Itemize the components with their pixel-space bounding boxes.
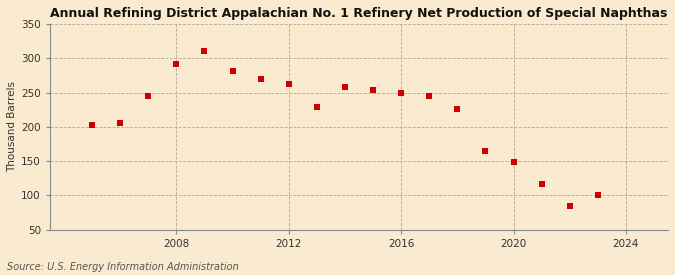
Point bbox=[368, 88, 379, 93]
Point bbox=[143, 94, 154, 98]
Point bbox=[508, 160, 519, 164]
Point bbox=[564, 204, 575, 209]
Point bbox=[227, 68, 238, 73]
Point bbox=[593, 193, 603, 198]
Point bbox=[536, 182, 547, 187]
Point bbox=[424, 94, 435, 98]
Point bbox=[171, 62, 182, 67]
Title: Annual Refining District Appalachian No. 1 Refinery Net Production of Special Na: Annual Refining District Appalachian No.… bbox=[50, 7, 668, 20]
Point bbox=[255, 77, 266, 81]
Point bbox=[86, 123, 97, 127]
Point bbox=[340, 85, 350, 89]
Y-axis label: Thousand Barrels: Thousand Barrels bbox=[7, 81, 17, 172]
Point bbox=[452, 107, 463, 111]
Point bbox=[284, 81, 294, 86]
Point bbox=[311, 105, 322, 109]
Point bbox=[480, 149, 491, 153]
Point bbox=[115, 120, 126, 125]
Text: Source: U.S. Energy Information Administration: Source: U.S. Energy Information Administ… bbox=[7, 262, 238, 272]
Point bbox=[396, 90, 406, 95]
Point bbox=[199, 48, 210, 53]
